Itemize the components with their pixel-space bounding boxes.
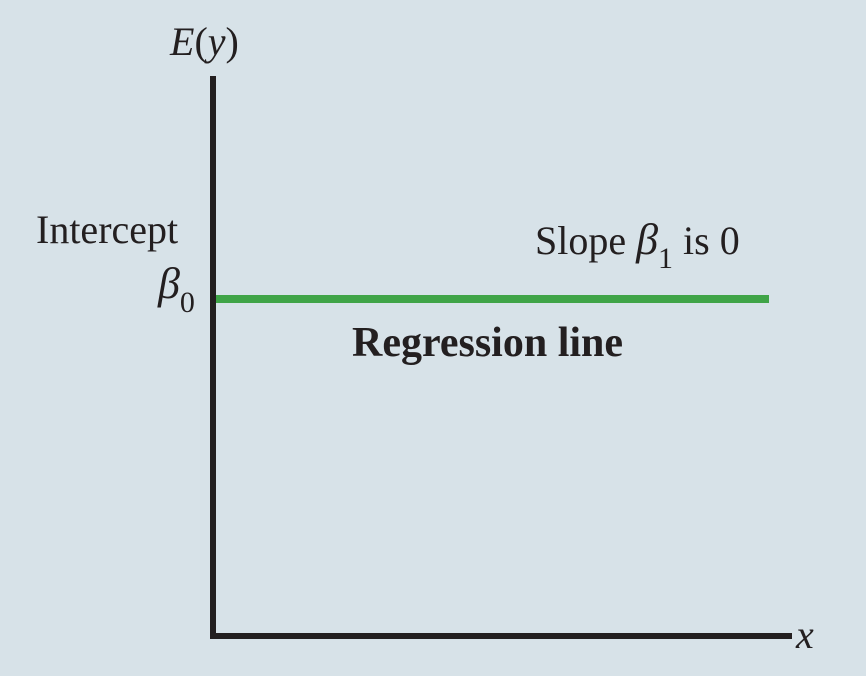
beta-1-subscript: 1 bbox=[658, 242, 674, 275]
slope-label: Slope β1 is 0 bbox=[535, 215, 740, 274]
y-axis-label-var: y bbox=[207, 19, 226, 64]
y-axis-label-func: E bbox=[170, 19, 195, 64]
intercept-symbol: β0 bbox=[158, 259, 195, 318]
beta-1-symbol: β bbox=[636, 215, 659, 264]
y-axis-label-close-paren: ) bbox=[225, 19, 239, 64]
slope-suffix: is 0 bbox=[673, 218, 740, 263]
beta-0-subscript: 0 bbox=[179, 286, 195, 319]
intercept-label: Intercept bbox=[36, 207, 179, 252]
y-axis-label: E(y) bbox=[170, 22, 239, 62]
x-axis-label: x bbox=[796, 612, 814, 657]
slope-prefix: Slope bbox=[535, 218, 637, 263]
regression-line-label: Regression line bbox=[352, 320, 624, 366]
y-axis-label-open-paren: ( bbox=[194, 19, 208, 64]
beta-0-symbol: β bbox=[158, 259, 180, 308]
